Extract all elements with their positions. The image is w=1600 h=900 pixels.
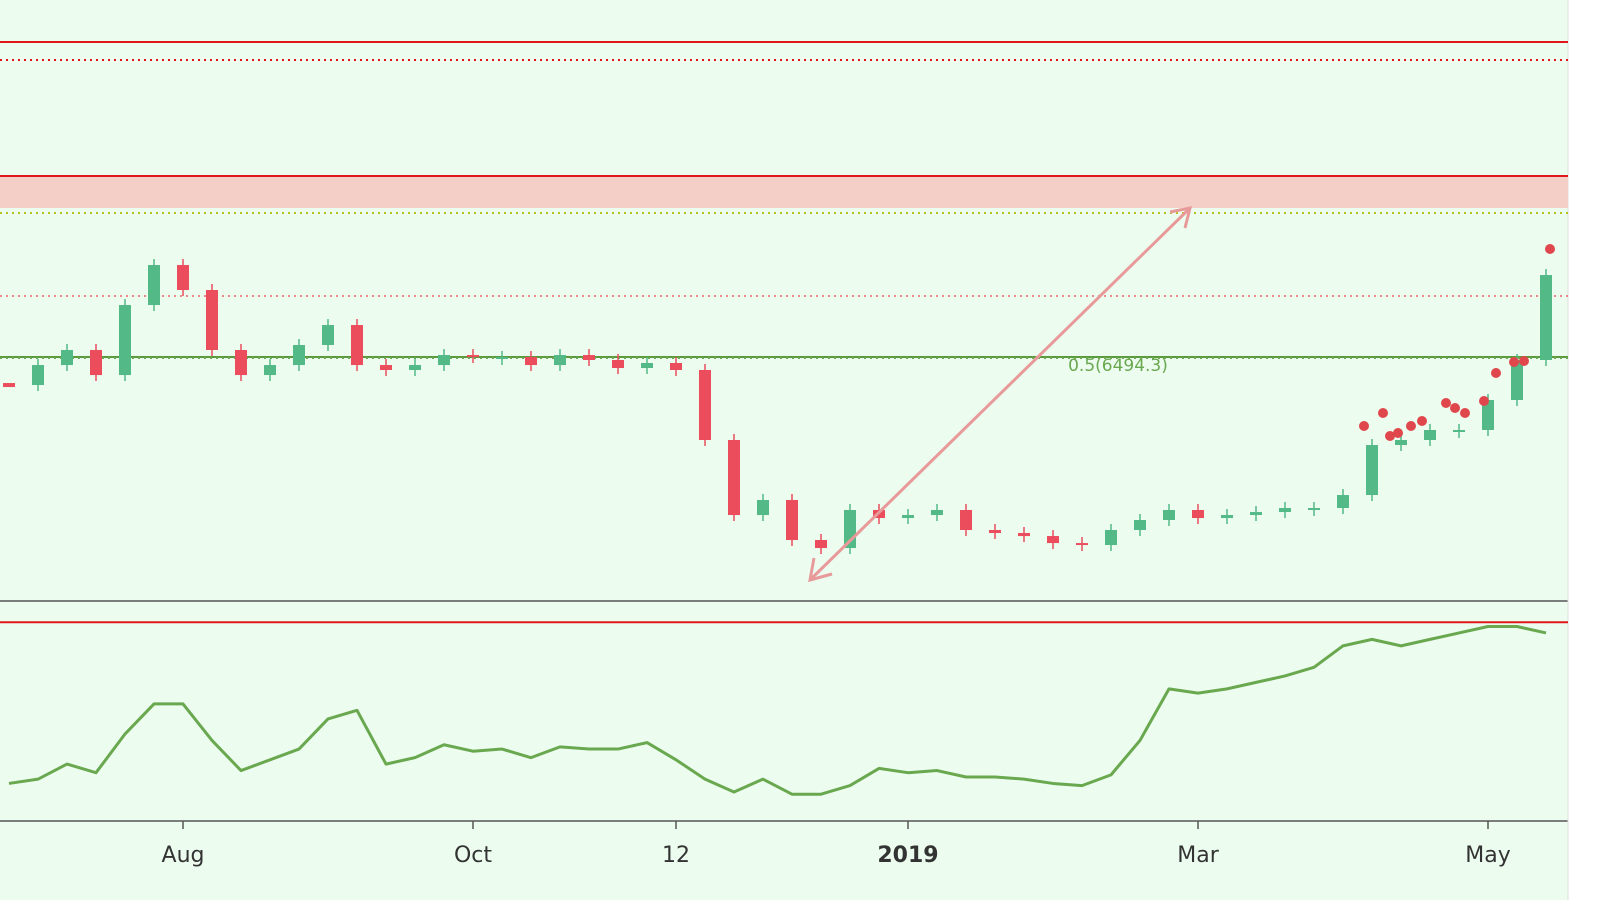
signal-dot — [1509, 357, 1519, 367]
candle — [119, 305, 131, 376]
signal-dot — [1417, 416, 1427, 426]
candle — [32, 365, 44, 386]
candle — [786, 500, 798, 540]
candle — [1337, 495, 1349, 509]
arrow-shaft — [810, 208, 1190, 580]
candle — [1105, 530, 1117, 546]
signal-dot — [1479, 396, 1489, 406]
candle — [583, 355, 595, 360]
candle — [264, 365, 276, 376]
candle — [699, 370, 711, 440]
candle — [409, 365, 421, 370]
candle — [989, 530, 1001, 533]
x-tick-label: Mar — [1177, 843, 1219, 868]
candle — [438, 355, 450, 366]
candle — [61, 350, 73, 366]
candle — [1540, 275, 1552, 360]
arrow-head — [1169, 206, 1193, 229]
candle — [177, 265, 189, 290]
level-layer — [0, 41, 1568, 624]
candle — [293, 345, 305, 366]
resistance-zone — [0, 175, 1568, 208]
signal-dot — [1450, 403, 1460, 413]
candle — [1395, 440, 1407, 446]
candle — [148, 265, 160, 306]
signal-dots — [1359, 244, 1555, 441]
candle — [351, 325, 363, 366]
candle — [670, 362, 682, 370]
signal-dot — [1441, 398, 1451, 408]
zone-layer — [0, 175, 1568, 208]
candle — [525, 357, 537, 366]
candle — [1511, 360, 1523, 400]
signal-dot — [1519, 356, 1529, 366]
candle — [1250, 512, 1262, 516]
signal-dot — [1385, 431, 1395, 441]
x-tick-label: Aug — [162, 843, 205, 868]
candle — [1308, 508, 1320, 511]
indicator-line — [8, 625, 1547, 796]
candle — [1366, 445, 1378, 496]
candle — [815, 540, 827, 549]
candle — [757, 500, 769, 516]
candle — [380, 365, 392, 370]
x-tick-label: 12 — [662, 843, 690, 868]
signal-dot — [1545, 244, 1555, 254]
candle — [1134, 520, 1146, 530]
signal-dot — [1393, 428, 1403, 438]
candle — [1279, 508, 1291, 513]
signal-dot — [1378, 408, 1388, 418]
candle — [467, 355, 479, 358]
candle — [206, 290, 218, 350]
candle — [902, 515, 914, 519]
candle — [1192, 510, 1204, 519]
candle — [90, 350, 102, 376]
candle — [1047, 536, 1059, 544]
candle — [322, 325, 334, 346]
x-tick-label: May — [1465, 843, 1510, 868]
candle — [1163, 510, 1175, 520]
candle — [1482, 400, 1494, 430]
arrow-head — [808, 557, 833, 583]
candle — [728, 440, 740, 516]
candle — [1076, 543, 1088, 546]
candle — [612, 360, 624, 369]
candle — [1018, 532, 1030, 537]
signal-dot — [1406, 421, 1416, 431]
candle — [960, 510, 972, 530]
mark-layer — [3, 259, 1552, 796]
candle — [235, 350, 247, 376]
candle — [1221, 515, 1233, 519]
signal-dot — [1359, 421, 1369, 431]
x-tick-label: 2019 — [877, 843, 938, 868]
candle — [554, 355, 566, 366]
candle — [1424, 430, 1436, 440]
projection-arrow — [808, 206, 1193, 583]
candle — [496, 357, 508, 360]
candle — [641, 362, 653, 369]
signal-dot — [1460, 408, 1470, 418]
signal-dot — [1491, 368, 1501, 378]
candle — [931, 510, 943, 516]
candle — [3, 383, 15, 388]
candle — [1453, 430, 1465, 432]
x-tick-label: Oct — [454, 843, 492, 868]
fib-label: 0.5(6494.3) — [1068, 356, 1168, 376]
